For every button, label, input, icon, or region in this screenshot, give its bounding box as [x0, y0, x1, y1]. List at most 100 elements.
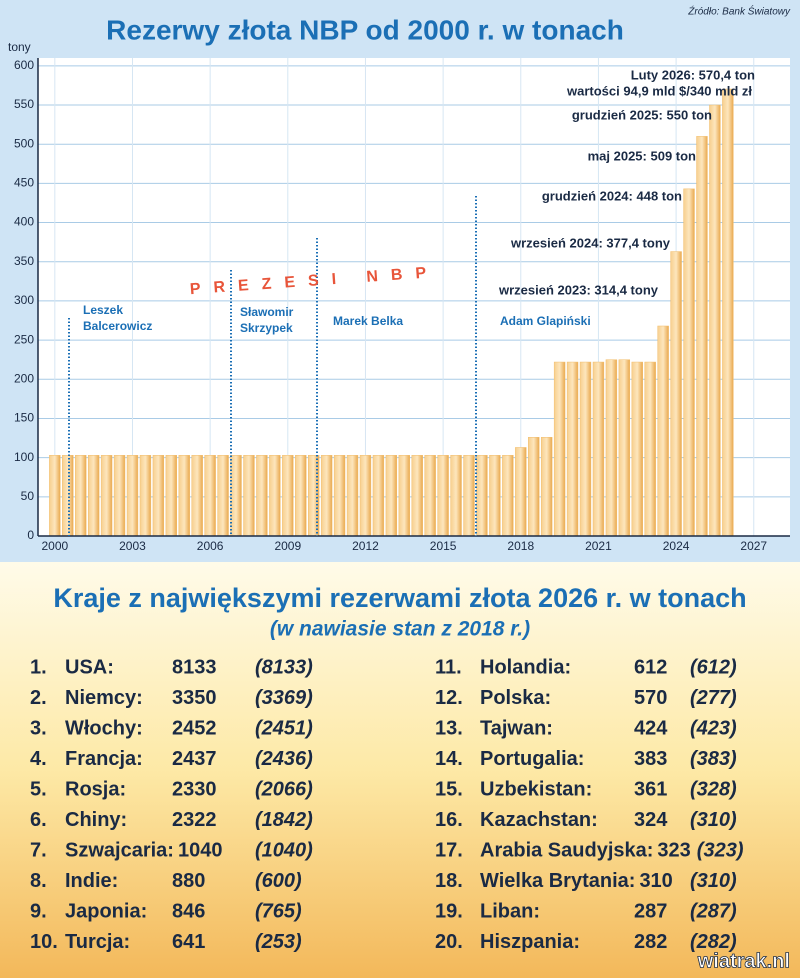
- bar: [320, 455, 333, 537]
- y-tick-label: 550: [14, 97, 34, 111]
- bar: [683, 188, 695, 537]
- bar: [295, 455, 307, 537]
- reserve-2018: (287): [690, 900, 737, 922]
- reserve-2018: (1842): [255, 809, 313, 831]
- bar: [217, 455, 229, 537]
- rank: 3.: [30, 717, 47, 739]
- bar: [424, 455, 436, 537]
- reserve-2026: 1040: [178, 839, 223, 861]
- annotation: grudzień 2025: 550 ton: [572, 107, 712, 122]
- bar: [566, 361, 579, 537]
- country: Holandia:: [480, 656, 571, 678]
- annotation: wartości 94,9 mld $/340 mld zł: [566, 83, 752, 98]
- rank: 4.: [30, 748, 47, 770]
- country: Liban:: [480, 900, 540, 922]
- bar: [696, 136, 708, 537]
- bar: [528, 437, 540, 537]
- bar: [722, 88, 734, 537]
- reserve-2026: 570: [634, 687, 667, 709]
- bar: [372, 455, 385, 537]
- bar: [191, 455, 203, 537]
- reserve-2026: 383: [634, 748, 667, 770]
- country: Uzbekistan:: [480, 778, 592, 800]
- x-tick-label: 2018: [507, 539, 534, 553]
- y-tick-label: 50: [21, 489, 35, 503]
- reserve-2026: 324: [634, 809, 668, 831]
- bar: [282, 455, 294, 537]
- reserve-2018: (8133): [255, 656, 313, 678]
- reserve-2026: 2437: [172, 748, 217, 770]
- rank: 14.: [435, 748, 463, 770]
- bar: [359, 455, 372, 537]
- bar: [126, 455, 139, 537]
- reserve-2018: (282): [690, 931, 737, 953]
- table: Kraje z największymi rezerwami złota 202…: [30, 583, 747, 953]
- reserve-2026: 612: [634, 656, 667, 678]
- reserve-2026: 2452: [172, 717, 217, 739]
- bar: [605, 359, 618, 537]
- rank: 19.: [435, 900, 463, 922]
- bar: [243, 455, 255, 537]
- rank: 15.: [435, 778, 463, 800]
- president-name: Skrzypek: [240, 321, 293, 335]
- x-tick-label: 2006: [197, 539, 224, 553]
- rank: 11.: [435, 656, 462, 678]
- bar: [644, 361, 656, 537]
- bar: [139, 455, 152, 537]
- annotation: wrzesień 2023: 314,4 tony: [498, 282, 659, 297]
- bar: [709, 104, 721, 537]
- y-tick-label: 300: [14, 293, 34, 307]
- reserve-2018: (1040): [255, 839, 313, 861]
- bar: [256, 455, 268, 537]
- reserve-2018: (2451): [255, 717, 313, 739]
- country: Portugalia:: [480, 748, 584, 770]
- reserve-2018: (2066): [255, 778, 313, 800]
- table-background: [0, 562, 800, 978]
- table-subtitle: (w nawiasie stan z 2018 r.): [270, 618, 530, 641]
- rank: 10.: [30, 931, 58, 953]
- reserve-2018: (3369): [255, 687, 313, 709]
- bar: [502, 455, 514, 537]
- president-name: Leszek: [83, 303, 123, 317]
- bar: [657, 325, 669, 537]
- country: Niemcy:: [65, 687, 143, 709]
- country: Rosja:: [65, 778, 126, 800]
- bar: [75, 455, 87, 537]
- annotation: grudzień 2024: 448 ton: [542, 188, 682, 203]
- x-tick-label: 2015: [430, 539, 457, 553]
- reserve-2018: (612): [690, 656, 737, 678]
- rank: 16.: [435, 809, 463, 831]
- x-tick-label: 2012: [352, 539, 379, 553]
- bar: [346, 455, 359, 537]
- reserve-2018: (310): [690, 809, 737, 831]
- bar: [463, 455, 475, 537]
- president-name: Sławomir: [240, 305, 294, 319]
- rank: 8.: [30, 870, 47, 892]
- country: Szwajcaria:: [65, 839, 174, 861]
- bar: [553, 361, 566, 537]
- source: Źródło: Bank Światowy: [687, 5, 791, 18]
- x-tick-label: 2027: [740, 539, 767, 553]
- country: Chiny:: [65, 809, 127, 831]
- country: Indie:: [65, 870, 118, 892]
- country: Japonia:: [65, 900, 147, 922]
- rank: 1.: [30, 656, 47, 678]
- bar: [618, 359, 631, 537]
- reserve-2018: (765): [255, 900, 302, 922]
- bar: [333, 455, 346, 537]
- y-tick-label: 350: [14, 254, 34, 268]
- reserve-2026: 323: [657, 839, 690, 861]
- bar: [579, 361, 592, 537]
- bar: [385, 455, 398, 537]
- reserve-2018: (600): [255, 870, 302, 892]
- rank: 9.: [30, 900, 47, 922]
- rank: 5.: [30, 778, 47, 800]
- reserve-2026: 287: [634, 900, 667, 922]
- table-title: Kraje z największymi rezerwami złota 202…: [53, 583, 746, 613]
- x-tick-label: 2024: [663, 539, 690, 553]
- bar: [87, 455, 100, 537]
- country: Tajwan:: [480, 717, 553, 739]
- rank: 12.: [435, 687, 463, 709]
- bar: [631, 361, 643, 537]
